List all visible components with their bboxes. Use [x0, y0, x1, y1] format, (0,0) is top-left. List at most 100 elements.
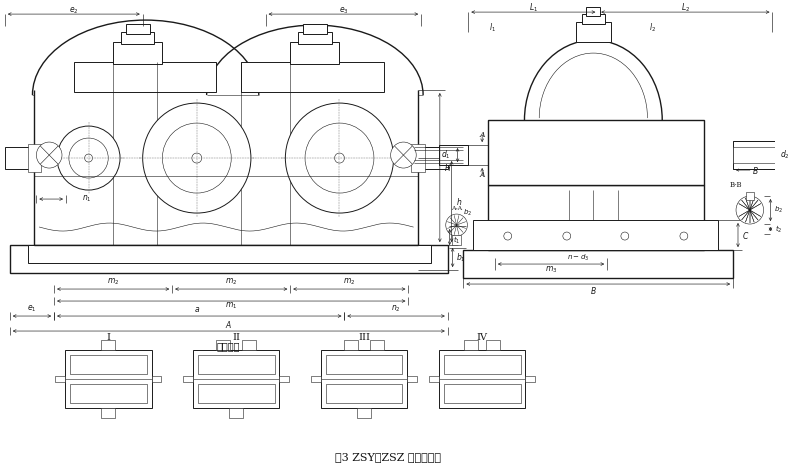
Bar	[325, 384, 403, 403]
Circle shape	[335, 153, 344, 163]
Bar	[416, 147, 448, 169]
Circle shape	[446, 214, 467, 236]
Text: A: A	[479, 171, 485, 179]
Circle shape	[162, 123, 231, 193]
Bar	[464, 340, 478, 350]
Text: $d_1$: $d_1$	[441, 149, 451, 161]
Text: $l_2$: $l_2$	[649, 22, 656, 34]
Bar	[28, 144, 41, 172]
Circle shape	[305, 123, 374, 193]
Bar	[576, 22, 611, 42]
Bar	[9, 245, 448, 273]
Circle shape	[285, 103, 393, 213]
Bar	[126, 24, 150, 34]
Circle shape	[621, 232, 629, 240]
Text: $H$: $H$	[444, 162, 452, 173]
Text: $n-d_3$: $n-d_3$	[567, 253, 589, 263]
Text: $m_3$: $m_3$	[545, 265, 557, 275]
Bar	[407, 376, 417, 382]
Circle shape	[391, 142, 416, 168]
Bar	[5, 147, 36, 169]
Bar	[183, 376, 193, 382]
Bar	[298, 32, 332, 44]
Text: $a$: $a$	[194, 304, 200, 314]
Text: I: I	[106, 333, 110, 342]
Bar	[733, 147, 788, 163]
Bar	[217, 340, 230, 350]
Text: II: II	[232, 333, 240, 342]
Bar	[113, 42, 162, 64]
Circle shape	[84, 154, 92, 162]
Bar	[303, 24, 327, 34]
Text: $b_1$: $b_1$	[455, 251, 466, 264]
Bar	[746, 192, 754, 200]
Bar	[28, 245, 431, 263]
Circle shape	[69, 138, 108, 178]
Text: A-A: A-A	[451, 206, 462, 211]
Text: $h$: $h$	[456, 196, 463, 207]
Text: $B$: $B$	[590, 285, 597, 295]
Bar	[488, 185, 704, 250]
Bar	[290, 42, 340, 64]
Bar	[488, 120, 704, 185]
Bar	[280, 376, 289, 382]
Bar	[70, 355, 147, 374]
Bar	[357, 408, 371, 418]
Text: $L_1$: $L_1$	[529, 2, 538, 14]
Text: 图3 ZSY、ZSZ 减速器外形: 图3 ZSY、ZSZ 减速器外形	[335, 452, 440, 462]
Text: $m_1$: $m_1$	[225, 301, 237, 311]
Text: $L_2$: $L_2$	[681, 2, 690, 14]
Bar	[586, 7, 600, 16]
Bar	[444, 355, 521, 374]
Text: $t_1$: $t_1$	[453, 234, 460, 246]
Text: $d_2$: $d_2$	[780, 149, 788, 161]
Bar	[70, 384, 147, 403]
Bar	[733, 141, 787, 169]
Bar	[452, 235, 462, 245]
Bar	[474, 220, 719, 250]
Text: $m_2$: $m_2$	[107, 277, 119, 287]
Text: $e_3$: $e_3$	[339, 6, 348, 16]
Bar	[444, 384, 521, 403]
Text: $b_2$: $b_2$	[463, 208, 472, 218]
Bar	[65, 350, 151, 408]
Text: IV: IV	[477, 333, 488, 342]
Bar	[429, 376, 439, 382]
Bar	[229, 408, 243, 418]
Text: $n_2$: $n_2$	[391, 304, 400, 314]
Circle shape	[143, 103, 251, 213]
Bar	[198, 355, 274, 374]
Text: $e_1$: $e_1$	[27, 304, 36, 314]
Text: $l_1$: $l_1$	[489, 22, 496, 34]
Bar	[325, 355, 403, 374]
Bar	[242, 340, 256, 350]
Bar	[344, 340, 359, 350]
Bar	[439, 350, 526, 408]
Text: B-B: B-B	[730, 181, 742, 189]
Text: A: A	[479, 131, 485, 139]
Text: $b_2$: $b_2$	[774, 205, 783, 215]
Text: III: III	[358, 333, 370, 342]
Circle shape	[57, 126, 120, 190]
Circle shape	[563, 232, 571, 240]
Text: $e_2$: $e_2$	[69, 6, 79, 16]
Text: $t_2$: $t_2$	[775, 223, 782, 235]
Bar	[151, 376, 162, 382]
Text: 装配型式: 装配型式	[217, 343, 240, 351]
Bar	[311, 376, 321, 382]
Bar	[241, 62, 384, 92]
Text: $m_2$: $m_2$	[343, 277, 355, 287]
Bar	[55, 376, 65, 382]
Text: $B$: $B$	[753, 164, 759, 176]
Circle shape	[736, 196, 764, 224]
Bar	[193, 350, 280, 408]
Text: $m_2$: $m_2$	[225, 277, 237, 287]
Bar	[582, 14, 605, 24]
Text: $C$: $C$	[742, 230, 749, 240]
Circle shape	[192, 153, 202, 163]
Circle shape	[36, 142, 62, 168]
Bar	[74, 62, 217, 92]
Bar	[486, 340, 500, 350]
Bar	[198, 384, 274, 403]
Bar	[463, 250, 733, 278]
